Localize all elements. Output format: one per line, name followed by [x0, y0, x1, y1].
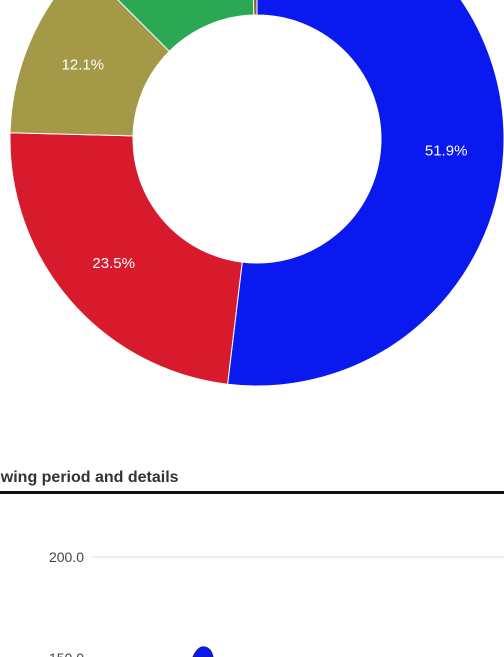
y-tick-label-0: 200.0	[49, 549, 84, 565]
line-chart: 200.0 150.0	[49, 549, 504, 657]
donut-slice-label-1: 23.5%	[92, 255, 135, 272]
y-tick-label-1: 150.0	[49, 650, 84, 657]
donut-slice-label-2: 12.1%	[62, 56, 105, 73]
donut-slice-4[interactable]	[251, 0, 258, 16]
series-mark	[192, 646, 214, 657]
donut-slice-2[interactable]	[9, 0, 171, 137]
section-divider	[0, 491, 504, 494]
donut-slice-3[interactable]	[82, 0, 255, 53]
donut-slice-label-0: 51.9%	[425, 142, 468, 159]
donut-slice-1[interactable]	[9, 132, 243, 385]
donut-chart: 51.9% 23.5% 12.1%	[9, 0, 504, 387]
chart-title: owing period and details	[0, 469, 179, 486]
donut-slice-0[interactable]	[227, 0, 504, 387]
